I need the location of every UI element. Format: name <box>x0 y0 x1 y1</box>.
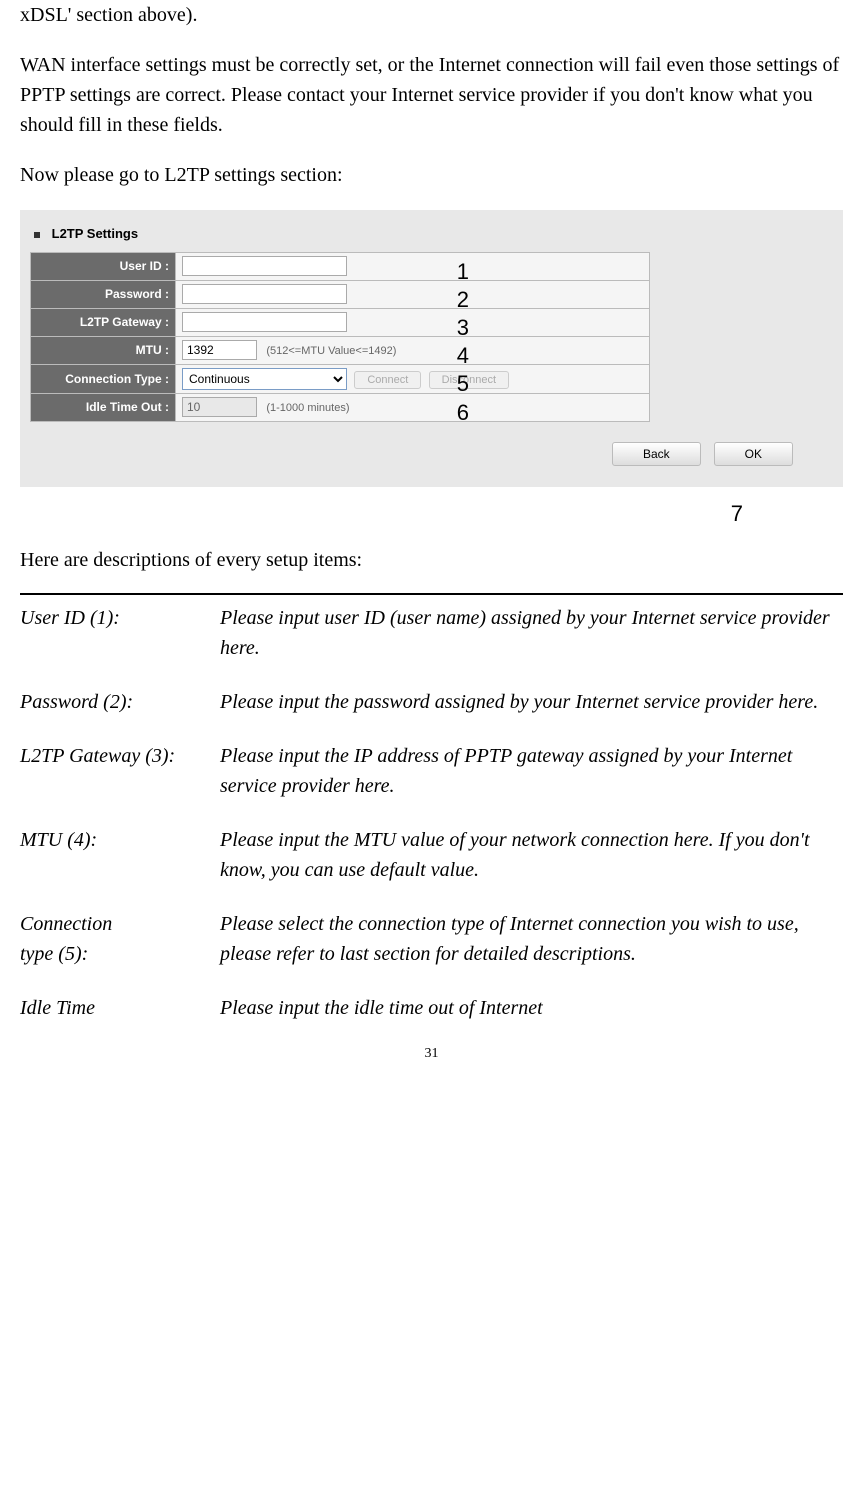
user-id-input[interactable] <box>182 256 347 276</box>
gateway-label: L2TP Gateway : <box>31 308 176 336</box>
idle-hint: (1-1000 minutes) <box>266 402 349 414</box>
desc-user-id-label: User ID (1): <box>20 603 220 687</box>
user-id-label: User ID : <box>31 252 176 280</box>
connect-button: Connect <box>354 371 421 389</box>
desc-user-id-text: Please input user ID (user name) assigne… <box>220 603 843 687</box>
descriptions-table: User ID (1): Please input user ID (user … <box>20 603 843 1023</box>
desc-idle-label: Idle Time <box>20 993 220 1023</box>
body-text-2: WAN interface settings must be correctly… <box>20 50 843 140</box>
page-number: 31 <box>20 1043 843 1064</box>
desc-password-label: Password (2): <box>20 687 220 741</box>
desc-gateway-text: Please input the IP address of PPTP gate… <box>220 741 843 825</box>
back-button[interactable]: Back <box>612 442 701 466</box>
password-input[interactable] <box>182 284 347 304</box>
ok-button[interactable]: OK <box>714 442 793 466</box>
panel-buttons: Back OK <box>30 422 833 472</box>
desc-conntype-label: Connection type (5): <box>20 909 220 993</box>
connection-type-select[interactable]: Continuous <box>182 368 347 390</box>
instruction-text: Now please go to L2TP settings section: <box>20 160 843 190</box>
settings-table: User ID : 1 Password : 2 L2TP Gateway : … <box>30 252 650 422</box>
desc-idle-text: Please input the idle time out of Intern… <box>220 993 843 1023</box>
number-6: 6 <box>457 396 469 429</box>
divider <box>20 593 843 595</box>
desc-mtu-label: MTU (4): <box>20 825 220 909</box>
gateway-input[interactable] <box>182 312 347 332</box>
body-text-1: xDSL' section above). <box>20 0 843 30</box>
connection-type-label: Connection Type : <box>31 364 176 393</box>
mtu-hint: (512<=MTU Value<=1492) <box>266 345 396 357</box>
desc-conntype-text: Please select the connection type of Int… <box>220 909 843 993</box>
desc-mtu-text: Please input the MTU value of your netwo… <box>220 825 843 909</box>
mtu-input[interactable] <box>182 340 257 360</box>
panel-title: L2TP Settings <box>52 226 138 241</box>
idle-input <box>182 397 257 417</box>
desc-intro: Here are descriptions of every setup ite… <box>20 545 843 575</box>
desc-gateway-label: L2TP Gateway (3): <box>20 741 220 825</box>
number-7: 7 <box>20 497 843 530</box>
idle-label: Idle Time Out : <box>31 393 176 421</box>
desc-password-text: Please input the password assigned by yo… <box>220 687 843 741</box>
l2tp-settings-panel: L2TP Settings User ID : 1 Password : 2 L… <box>20 210 843 487</box>
panel-header: L2TP Settings <box>30 220 833 252</box>
mtu-label: MTU : <box>31 336 176 364</box>
bullet-icon <box>34 232 40 238</box>
password-label: Password : <box>31 280 176 308</box>
